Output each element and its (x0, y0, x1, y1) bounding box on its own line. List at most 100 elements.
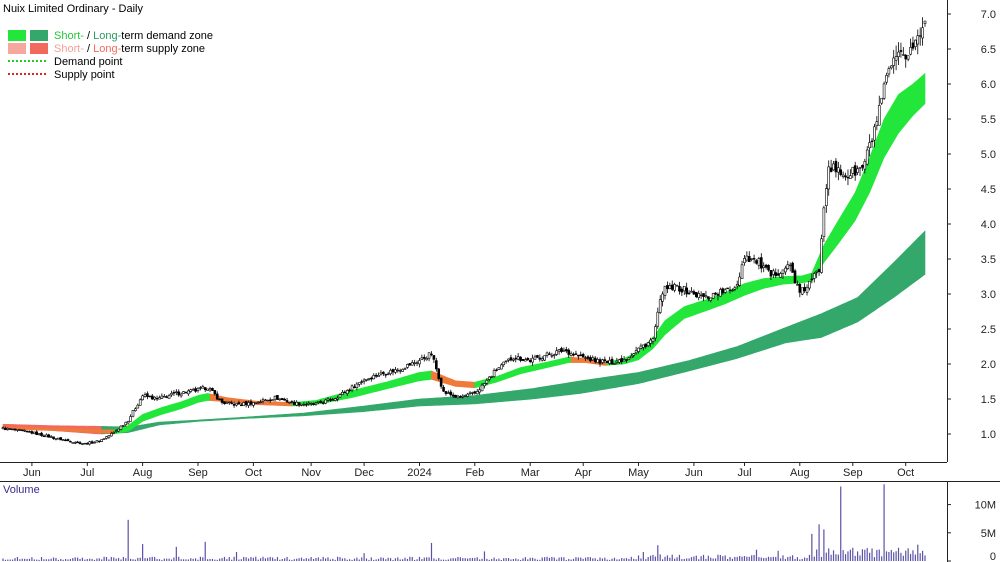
price-bar-body (59, 437, 63, 441)
volume-bar (659, 554, 661, 561)
price-bar-body (131, 410, 135, 417)
volume-bar (686, 558, 688, 561)
price-bar-body (610, 358, 614, 365)
price-bar-body (374, 374, 378, 377)
volume-bar (197, 559, 199, 561)
price-bar-body (731, 289, 734, 292)
price-bar-body (560, 348, 563, 352)
legend-swatch (30, 30, 48, 41)
price-bar-body (598, 359, 602, 364)
volume-bar (662, 559, 664, 561)
price-bar-body (536, 355, 539, 358)
volume-bar (38, 559, 40, 561)
month-tick-label: 2024 (407, 467, 431, 479)
price-bar-body (76, 441, 79, 444)
volume-bar (828, 548, 830, 561)
volume-bar (536, 559, 539, 561)
price-bar-body (887, 68, 891, 75)
price-bar-body (401, 369, 404, 372)
legend-entry-label: Supply point (54, 69, 115, 81)
volume-bar (276, 557, 279, 561)
volume-bar (105, 556, 108, 561)
volume-bar (259, 558, 262, 561)
volume-bar (527, 559, 529, 561)
volume-bar (876, 549, 878, 561)
price-bar-body (678, 286, 681, 292)
price-bar-body (112, 431, 116, 434)
price-bar-body (793, 270, 797, 284)
month-tick-label: Jun (23, 467, 41, 479)
price-bar-body (160, 395, 164, 399)
volume-bar (794, 558, 796, 561)
price-bar-body (78, 442, 82, 445)
price-bar-body (292, 401, 296, 406)
price-bar-body (490, 376, 493, 378)
price-bar-body (805, 287, 809, 293)
volume-bar (28, 558, 31, 561)
volume-bar (467, 558, 469, 561)
volume-bar (854, 555, 856, 561)
volume-bar (281, 558, 283, 561)
volume-bar (847, 551, 849, 561)
price-bar-body (430, 353, 433, 356)
price-bar-body (630, 355, 633, 359)
price-bar-body (312, 403, 315, 406)
volume-bar (844, 554, 847, 561)
price-bar-body (695, 292, 698, 298)
price-bar-body (35, 431, 39, 435)
price-bar-body (625, 359, 628, 361)
volume-bar (857, 551, 859, 561)
price-bar-body (528, 360, 532, 362)
price-bar-body (894, 56, 898, 61)
volume-bar (818, 524, 820, 561)
price-bar-body (591, 357, 595, 361)
volume-bar (214, 559, 216, 561)
volume-bar (7, 559, 9, 561)
price-bar-body (100, 439, 103, 442)
price-bar-body (504, 360, 508, 362)
price-bar-body (88, 441, 91, 445)
price-bar-body (134, 408, 137, 411)
price-bar-body (661, 293, 664, 302)
volume-bar (657, 545, 659, 561)
month-tick-label: Dec (354, 467, 374, 479)
price-bar-body (649, 339, 652, 344)
price-bar-body (680, 288, 684, 293)
volume-bar (594, 558, 596, 561)
price-bar-body (172, 392, 176, 394)
volume-bar (421, 559, 423, 561)
price-bar-body (155, 397, 159, 400)
volume-bar (729, 556, 731, 561)
price-bar-body (463, 395, 467, 397)
volume-bar (122, 556, 124, 561)
volume-bar (142, 544, 144, 561)
volume-bar (57, 559, 59, 561)
volume-bar (572, 558, 575, 561)
price-bar-body (565, 349, 568, 352)
volume-bar (575, 557, 577, 561)
price-bar-body (654, 326, 657, 339)
month-tick-label: Apr (575, 467, 592, 479)
volume-bar (40, 556, 43, 561)
price-bar-body (261, 399, 265, 402)
volume-bar (33, 559, 35, 561)
price-bar-body (138, 399, 142, 406)
price-bar-body (302, 404, 306, 406)
volume-bar (161, 559, 163, 561)
price-bar-body (567, 349, 571, 355)
volume-bar (871, 548, 873, 561)
volume-bar (873, 557, 876, 561)
volume-bar (269, 556, 271, 561)
volume-bar (895, 551, 897, 561)
volume-bar (616, 559, 618, 561)
price-bar-body (759, 257, 763, 269)
volume-bar (532, 557, 534, 561)
volume-bar (558, 557, 560, 561)
volume-bar (240, 559, 242, 561)
volume-bar (760, 557, 762, 561)
volume-bar (113, 557, 115, 561)
price-bar-body (384, 374, 388, 376)
price-bar-body (370, 377, 373, 380)
price-bar-body (189, 389, 193, 392)
volume-bar (498, 558, 500, 561)
